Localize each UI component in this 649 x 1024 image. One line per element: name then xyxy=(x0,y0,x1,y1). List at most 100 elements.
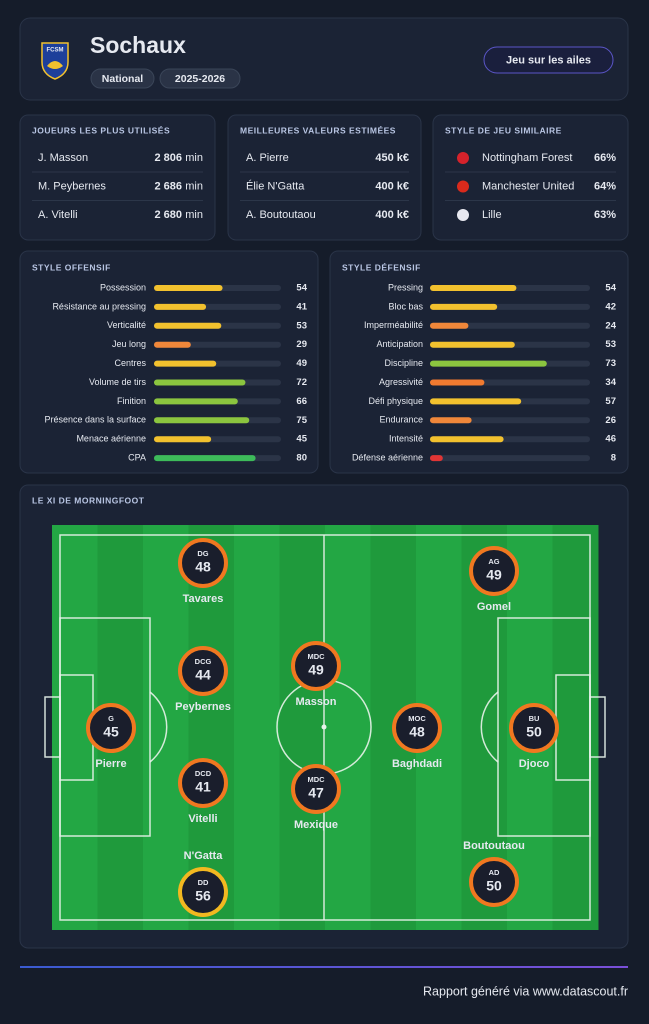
metric-value: 24 xyxy=(605,320,616,331)
player-position: BU xyxy=(529,714,540,723)
bar-track xyxy=(430,322,590,329)
player-position: MOC xyxy=(408,714,426,723)
player-rating: 47 xyxy=(308,785,324,801)
player-name: Masson xyxy=(296,696,337,708)
player-position: DCD xyxy=(195,769,212,778)
metric-value: 73 xyxy=(605,358,616,369)
metric-value: 54 xyxy=(605,283,616,294)
bar xyxy=(430,455,443,462)
row-value: 450 k€ xyxy=(375,152,409,164)
metric-value: 46 xyxy=(605,434,616,445)
bar xyxy=(430,436,504,443)
metric-label: Jeu long xyxy=(112,339,146,349)
player-position: MDC xyxy=(307,775,325,784)
bar xyxy=(154,398,238,405)
player-badge xyxy=(469,546,519,596)
row-name: M. Peybernes xyxy=(38,180,106,192)
player-badge xyxy=(178,758,228,808)
goal xyxy=(589,696,606,758)
metric-label: CPA xyxy=(128,452,146,462)
player-rating: 50 xyxy=(486,878,502,894)
bar xyxy=(430,303,498,310)
metric-value: 8 xyxy=(611,453,616,464)
metric-label: Agressivité xyxy=(379,377,423,387)
card-title: STYLE DE JEU SIMILAIRE xyxy=(445,125,562,135)
metric-value: 41 xyxy=(296,301,307,312)
pitch: DG48TavaresAG49GomelDCG44PeybernesMDC49M… xyxy=(44,525,606,930)
metric-value: 57 xyxy=(605,396,616,407)
metric-value: 72 xyxy=(296,377,307,388)
pitch-stripe xyxy=(234,525,280,930)
bar xyxy=(154,322,222,329)
play-style-button[interactable] xyxy=(483,46,614,74)
metric-label: Volume de tirs xyxy=(89,377,147,387)
row-unit: min xyxy=(185,152,203,164)
row-value: 400 k€ xyxy=(375,209,409,221)
goal xyxy=(44,696,61,758)
row-value: 63% xyxy=(594,209,616,221)
player-name: Boutoutaou xyxy=(463,840,525,852)
metric-value: 54 xyxy=(296,283,307,294)
player-badge xyxy=(178,867,228,917)
pitch-stripe xyxy=(188,525,235,930)
metric-label: Anticipation xyxy=(376,339,423,349)
bar xyxy=(154,379,246,386)
bar xyxy=(430,398,522,405)
card-title: STYLE OFFENSIF xyxy=(32,262,111,272)
metric-value: 29 xyxy=(296,339,307,350)
metric-label: Présence dans la surface xyxy=(44,415,146,425)
logo-lion xyxy=(47,61,63,69)
metric-value: 53 xyxy=(605,339,616,350)
player-badge xyxy=(469,857,519,907)
metric-value: 26 xyxy=(605,415,616,426)
row-value: 400 k€ xyxy=(375,180,409,192)
card-title: STYLE DÉFENSIF xyxy=(342,262,421,272)
player-rating: 56 xyxy=(195,888,211,904)
player-name: Gomel xyxy=(477,601,511,613)
player-name: N'Gatta xyxy=(184,850,224,862)
section-title: LE XI DE MORNINGFOOT xyxy=(32,495,145,505)
row-value: 66% xyxy=(594,152,616,164)
card xyxy=(227,114,422,241)
bar xyxy=(154,341,191,348)
player-position: DG xyxy=(197,549,208,558)
player-rating: 44 xyxy=(195,667,211,683)
pitch-stripe xyxy=(552,525,599,930)
bar-track xyxy=(430,455,590,462)
row-name: Manchester United xyxy=(482,180,574,192)
row-unit: min xyxy=(185,209,203,221)
player-rating: 49 xyxy=(308,662,324,678)
metric-value: 53 xyxy=(296,320,307,331)
metric-label: Discipline xyxy=(384,358,423,368)
row-value: 2 686 xyxy=(154,180,182,192)
row-name: A. Vitelli xyxy=(38,209,78,221)
player-name: Pierre xyxy=(95,758,126,770)
row-name: J. Masson xyxy=(38,152,88,164)
player-rating: 41 xyxy=(195,779,211,795)
metric-label: Menace aérienne xyxy=(76,434,146,444)
row-name: Nottingham Forest xyxy=(482,152,572,164)
player-rating: 48 xyxy=(409,724,425,740)
metric-value: 66 xyxy=(296,396,307,407)
metric-value: 49 xyxy=(296,358,307,369)
bar xyxy=(430,322,469,329)
row-name: A. Boutoutaou xyxy=(246,209,316,221)
player-name: Tavares xyxy=(183,593,224,605)
player-badge xyxy=(291,641,341,691)
center-spot xyxy=(321,724,327,730)
metric-label: Possession xyxy=(100,282,146,292)
player-name: Peybernes xyxy=(175,701,231,713)
row-value: 2 680 xyxy=(154,209,182,221)
player-badge xyxy=(178,646,228,696)
card-title: JOUEURS LES PLUS UTILISÉS xyxy=(32,125,170,135)
metric-label: Centres xyxy=(114,358,146,368)
card xyxy=(432,114,629,241)
team-logo xyxy=(457,180,469,193)
metric-value: 75 xyxy=(296,415,307,426)
player-position: AD xyxy=(489,868,500,877)
penalty-arc xyxy=(480,691,499,763)
player-badge xyxy=(392,703,442,753)
player-badge xyxy=(86,703,136,753)
